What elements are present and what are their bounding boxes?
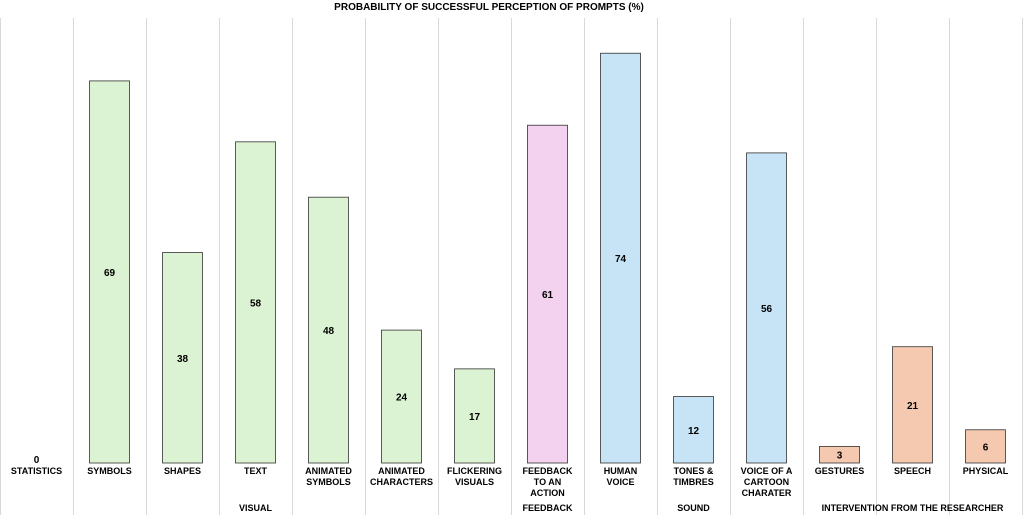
group-label: FEEDBACK [522, 503, 573, 513]
tick-label: ACTION [530, 488, 565, 498]
data-label: 61 [542, 290, 554, 301]
data-label: 24 [396, 393, 408, 404]
data-label: 38 [177, 354, 189, 365]
tick-label: CARTOON [744, 477, 789, 487]
data-labels: 0 69 38 58 48 24 17 61 74 12 56 3 21 6 [34, 254, 989, 466]
tick-label: TONES & [674, 466, 714, 476]
tick-label: SYMBOLS [306, 477, 351, 487]
tick-label: VOICE OF A [741, 466, 793, 476]
data-label: 21 [907, 401, 919, 412]
group-label: VISUAL [239, 503, 273, 513]
bar [235, 141, 276, 464]
bar [89, 80, 130, 464]
bar [746, 152, 787, 464]
bar [381, 329, 422, 464]
data-label: 12 [688, 426, 700, 437]
data-label: 6 [983, 442, 989, 453]
tick-label: CHARACTERS [370, 477, 433, 487]
group-label: INTERVENTION FROM THE RESEARCHER [822, 503, 1004, 513]
data-label: 58 [250, 298, 262, 309]
bar [892, 346, 933, 464]
bar [308, 196, 349, 464]
tick-label: TIMBRES [673, 477, 714, 487]
tick-label: SPEECH [894, 466, 931, 476]
group-labels: VISUAL FEEDBACK SOUND INTERVENTION FROM THE… [239, 503, 1004, 513]
chart-title: PROBABILITY OF SUCCESSFUL PERCEPTION OF … [334, 2, 644, 13]
tick-label: ANIMATED [378, 466, 425, 476]
data-label: 48 [323, 326, 335, 337]
grid-lines [0, 18, 1023, 515]
group-label: SOUND [677, 503, 710, 513]
tick-label: ANIMATED [305, 466, 352, 476]
data-label: 74 [615, 254, 627, 265]
bar [673, 396, 714, 464]
bar [600, 52, 641, 464]
tick-label: SHAPES [164, 466, 201, 476]
bar [454, 368, 495, 464]
tick-label: CHARATER [742, 488, 792, 498]
tick-label: HUMAN [604, 466, 638, 476]
tick-label: FLICKERING [447, 466, 502, 476]
bar [819, 445, 860, 464]
data-label: 0 [34, 455, 40, 466]
data-label: 56 [761, 304, 773, 315]
data-label: 3 [837, 451, 843, 462]
tick-label: TO AN [534, 477, 562, 487]
bar [527, 124, 568, 464]
tick-label: SYMBOLS [87, 466, 132, 476]
category-labels: STATISTICS SYMBOLS SHAPES TEXT ANIMATEDSYMBO… [11, 466, 1009, 498]
tick-label: TEXT [244, 466, 268, 476]
tick-label: STATISTICS [11, 466, 62, 476]
tick-label: PHYSICAL [963, 466, 1009, 476]
data-label: 69 [104, 268, 116, 279]
data-label: 17 [469, 412, 481, 423]
bars [89, 52, 1006, 464]
tick-label: VOICE [606, 477, 634, 487]
tick-label: FEEDBACK [522, 466, 573, 476]
bar [162, 252, 203, 464]
tick-label: VISUALS [455, 477, 494, 487]
tick-label: GESTURES [815, 466, 865, 476]
bar [965, 429, 1006, 464]
